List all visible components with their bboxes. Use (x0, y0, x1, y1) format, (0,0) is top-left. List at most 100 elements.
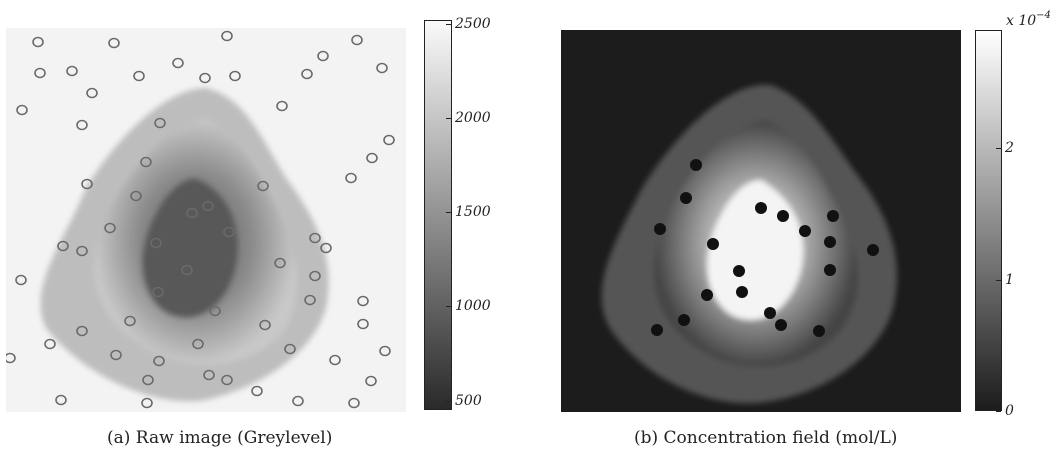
particle-ring (76, 245, 88, 257)
particle-ring (223, 226, 235, 238)
particle-ring (317, 50, 329, 62)
particle-ring (34, 67, 46, 79)
particle-ring (309, 270, 321, 282)
particle-dot (736, 286, 748, 298)
particle-dot (651, 324, 663, 336)
particle-ring (348, 397, 360, 409)
particle-dot (867, 244, 879, 256)
colorbar-tick-label: 500 (455, 392, 482, 409)
particle-ring (221, 30, 233, 42)
caption-b: (b) Concentration field (mol/L) (634, 428, 898, 448)
particle-ring (141, 397, 153, 409)
particle-dot (775, 319, 787, 331)
particle-ring (329, 354, 341, 366)
raw-greylevel-image (6, 28, 406, 412)
particle-ring (6, 352, 16, 364)
particle-ring (274, 257, 286, 269)
particle-ring (376, 62, 388, 74)
particle-ring (383, 134, 395, 146)
colorbar-tick-label: 1000 (455, 298, 491, 315)
colorbar-tick-label: 1 (1005, 271, 1014, 288)
particle-ring (186, 207, 198, 219)
particle-ring (124, 315, 136, 327)
particle-ring (153, 355, 165, 367)
particle-ring (284, 343, 296, 355)
particle-ring (181, 264, 193, 276)
particle-ring (86, 87, 98, 99)
particle-ring (199, 72, 211, 84)
particle-ring (276, 100, 288, 112)
particle-ring (133, 70, 145, 82)
particle-ring (292, 395, 304, 407)
particle-dot (799, 225, 811, 237)
particle-dot (701, 289, 713, 301)
colorbar-tick-mark (996, 279, 1001, 281)
particle-ring (301, 68, 313, 80)
colorbar-tick-label: 0 (1005, 403, 1014, 419)
particle-ring (357, 318, 369, 330)
particle-ring (57, 240, 69, 252)
particle-ring (229, 70, 241, 82)
colorbar-tick-mark (446, 306, 451, 308)
colorbar-b (975, 30, 1002, 411)
particle-dot (824, 264, 836, 276)
particle-ring (108, 37, 120, 49)
particle-ring (110, 349, 122, 361)
particle-ring (357, 295, 369, 307)
particle-ring (44, 338, 56, 350)
particle-ring (104, 222, 116, 234)
particle-dot (827, 210, 839, 222)
particle-dot (755, 202, 767, 214)
particle-dot (707, 238, 719, 250)
particle-ring (304, 294, 316, 306)
particle-dot (733, 265, 745, 277)
particle-ring (209, 305, 221, 317)
particle-ring (345, 172, 357, 184)
colorbar-tick-mark (446, 212, 451, 214)
particle-ring (55, 394, 67, 406)
particle-dot (680, 192, 692, 204)
particle-ring (32, 36, 44, 48)
particle-ring (257, 180, 269, 192)
colorbar-tick-label: 2500 (455, 15, 491, 32)
colorbar-tick-mark (446, 23, 451, 25)
colorbar-tick-label: 1500 (455, 204, 491, 221)
particle-ring (154, 117, 166, 129)
particle-ring (259, 319, 271, 331)
particle-ring (66, 65, 78, 77)
particle-ring (320, 242, 332, 254)
colorbar-a (424, 20, 452, 410)
particle-dot (813, 325, 825, 337)
particle-ring (81, 178, 93, 190)
particle-dot (777, 210, 789, 222)
particle-ring (140, 156, 152, 168)
colorbar-tick-label: 2 (1005, 140, 1014, 157)
particle-ring (203, 369, 215, 381)
particle-ring (221, 374, 233, 386)
particle-ring (16, 104, 28, 116)
colorbar-tick-mark (996, 411, 1001, 412)
particle-dot (764, 307, 776, 319)
colorbar-tick-mark (446, 400, 451, 402)
particle-ring (152, 286, 164, 298)
particle-ring (15, 274, 27, 286)
particle-ring (150, 237, 162, 249)
particle-dot (824, 236, 836, 248)
particle-ring (366, 152, 378, 164)
particle-ring (130, 190, 142, 202)
particle-dot (654, 223, 666, 235)
particle-ring (379, 345, 391, 357)
colorbar-b-multiplier: x 10−4 (1006, 10, 1051, 29)
particle-ring (76, 119, 88, 131)
particle-ring (351, 34, 363, 46)
particle-ring (142, 374, 154, 386)
particle-dot (690, 159, 702, 171)
particle-ring (172, 57, 184, 69)
colorbar-tick-label: 2000 (455, 109, 491, 126)
particle-ring (192, 338, 204, 350)
particle-ring (76, 325, 88, 337)
particle-ring (309, 232, 321, 244)
particle-ring (251, 385, 263, 397)
colorbar-tick-mark (996, 148, 1001, 150)
particle-ring (202, 200, 214, 212)
